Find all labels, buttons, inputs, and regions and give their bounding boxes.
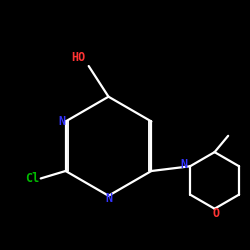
Text: N: N [105,192,112,204]
Text: N: N [59,115,66,128]
Text: HO: HO [71,51,86,64]
Text: N: N [181,158,188,171]
Text: Cl: Cl [25,172,40,185]
Text: O: O [213,207,220,220]
